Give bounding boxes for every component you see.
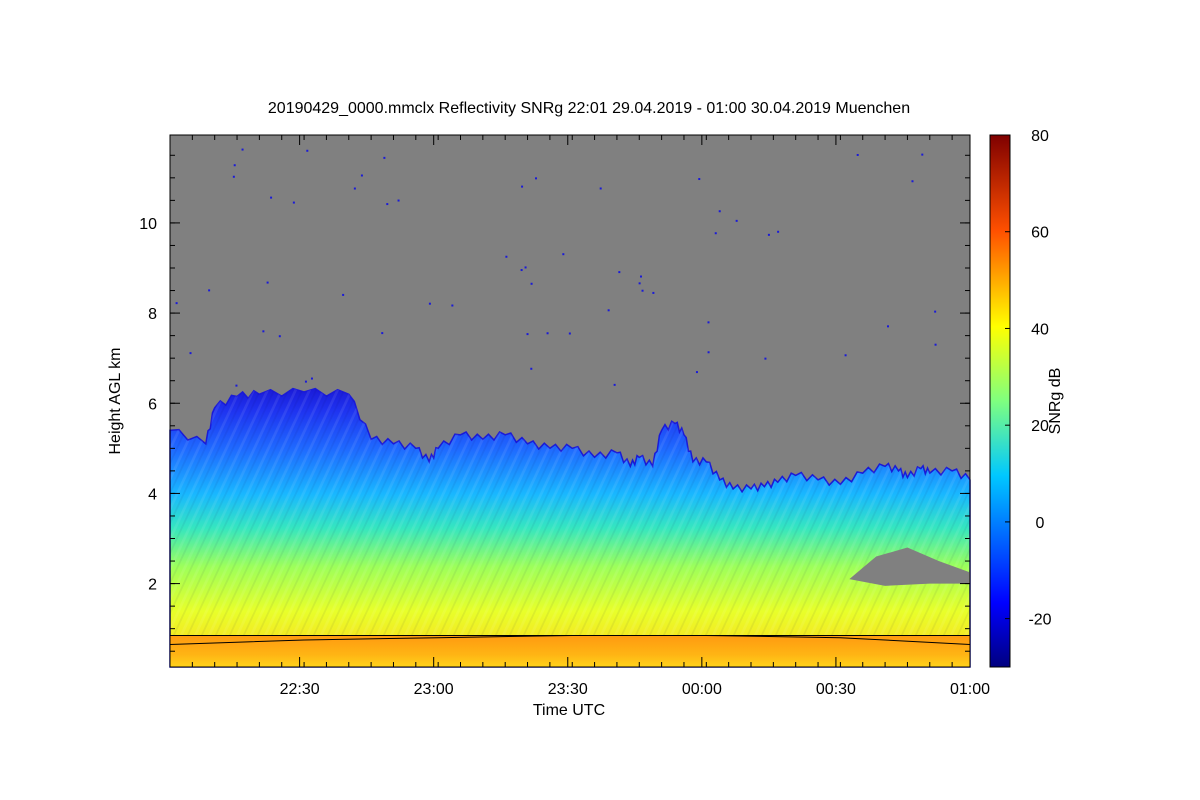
colorbar-tick-label: 40 [1031,321,1049,338]
noise-speck [535,177,538,180]
noise-speck [241,148,244,151]
x-tick-label: 00:30 [816,681,856,698]
noise-speck [856,153,859,156]
scale-profile-line [169,634,971,645]
noise-speck [777,230,780,233]
noise-speck [270,196,273,199]
noise-speck [383,156,386,159]
echo-texture [170,388,970,667]
noise-speck [767,233,770,236]
noise-speck [386,203,389,206]
y-tick-label: 6 [148,396,157,413]
x-tick-label: 01:00 [950,681,990,698]
noise-speck [451,304,454,307]
colorbar: -20 0 20 40 60 80 [989,128,1052,668]
noise-speck [262,330,265,333]
noise-speck [911,180,914,183]
noise-speck [607,309,610,312]
noise-speck [189,352,192,355]
noise-speck [921,153,924,156]
noise-speck [521,185,524,188]
noise-speck [524,266,527,269]
chart-title: 20190429_0000.mmclx Reflectivity SNRg 22… [268,100,910,117]
noise-speck [530,282,533,285]
noise-speck [887,325,890,328]
noise-speck [310,377,313,380]
colorbar-title: SNRg dB [1047,368,1064,435]
noise-speck [568,332,571,335]
noise-speck [735,219,738,222]
noise-speck [934,310,937,313]
noise-speck [613,383,616,386]
noise-speck [428,302,431,305]
noise-speck [562,253,565,256]
noise-specks [175,148,937,387]
noise-speck [292,201,295,204]
noise-speck [546,332,549,335]
x-tick-label: 23:30 [548,681,588,698]
noise-speck [652,291,655,294]
noise-speck [233,164,236,167]
noise-speck [695,371,698,374]
x-axis-title: Time UTC [533,702,605,719]
noise-speck [698,178,701,181]
no-signal-gap [849,547,970,586]
colorbar-scale [989,134,1011,668]
noise-speck [764,357,767,360]
noise-speck [641,289,644,292]
colorbar-tick-label: 60 [1031,225,1049,242]
noise-speck [360,174,363,177]
noise-speck [707,321,710,324]
colorbar-tick-label: 20 [1031,418,1049,435]
noise-speck [381,332,384,335]
y-tick-label: 10 [139,216,157,233]
colorbar-tick-label: -20 [1028,612,1051,629]
noise-speck [639,275,642,278]
noise-speck [266,281,269,284]
noise-speck [530,367,533,370]
noise-speck [599,187,602,190]
noise-speck [714,232,717,235]
noise-speck [175,302,178,305]
y-tick-label: 8 [148,306,157,323]
noise-speck [306,149,309,152]
noise-speck [397,199,400,202]
noise-speck [304,380,307,383]
surface-layer [170,635,970,667]
y-tick-label: 2 [148,577,157,594]
noise-speck [505,255,508,258]
colorbar-tick-label: 0 [1036,515,1045,532]
noise-speck [526,333,529,336]
x-tick-label: 22:30 [280,681,320,698]
plot-area: 22:30 23:00 23:30 00:00 00:30 01:00 2 4 6 8 10 [139,134,990,698]
noise-speck [208,289,211,292]
noise-speck [520,269,523,272]
noise-speck [707,351,710,354]
noise-speck [342,293,345,296]
y-axis-title: Height AGL km [107,347,124,454]
noise-speck [934,343,937,346]
noise-speck [353,187,356,190]
noise-speck [618,271,621,274]
noise-speck [718,210,721,213]
noise-speck [638,282,641,285]
x-tick-label: 23:00 [414,681,454,698]
noise-speck [232,175,235,178]
plot-frame [169,134,971,668]
x-tick-label: 00:00 [682,681,722,698]
noise-speck [844,354,847,357]
noise-speck [235,384,238,387]
colorbar-tick-label: 80 [1031,128,1049,145]
noise-speck [278,335,281,338]
y-tick-label: 4 [148,486,157,503]
